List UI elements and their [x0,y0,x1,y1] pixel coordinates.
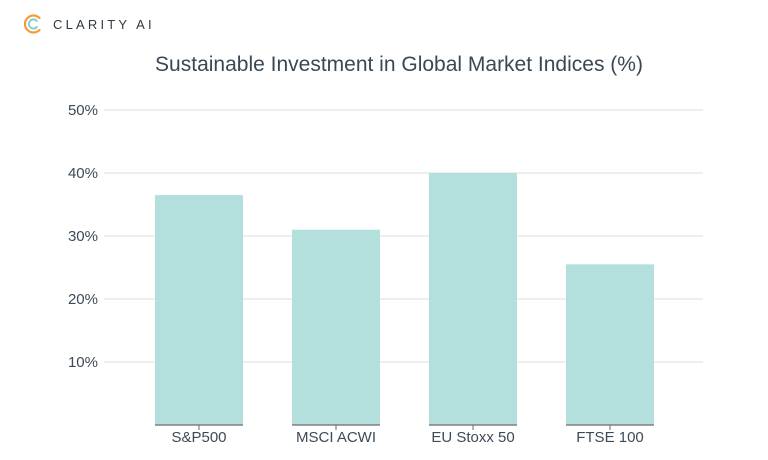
bar [155,195,243,425]
y-tick-label: 20% [68,291,98,308]
x-tick-label: MSCI ACWI [296,429,376,446]
y-tick-label: 30% [68,228,98,245]
x-tick-label: S&P500 [171,429,226,446]
y-tick-label: 40% [68,165,98,182]
bars [155,173,654,426]
bar [429,173,517,425]
brand: CLARITY AI [22,13,155,35]
y-axis-ticks: 10% 20% 30% 40% 50% [68,102,98,371]
bar [566,264,654,425]
chart-title: Sustainable Investment in Global Market … [155,53,643,76]
x-tick-label: EU Stoxx 50 [431,429,514,446]
x-axis-ticks: S&P500 MSCI ACWI EU Stoxx 50 FTSE 100 [171,425,644,446]
brand-name: CLARITY AI [53,16,155,32]
y-tick-label: 50% [68,102,98,119]
bar [292,229,380,425]
clarity-ai-logo-icon [23,14,41,34]
y-tick-label: 10% [68,354,98,371]
x-tick-label: FTSE 100 [576,429,644,446]
